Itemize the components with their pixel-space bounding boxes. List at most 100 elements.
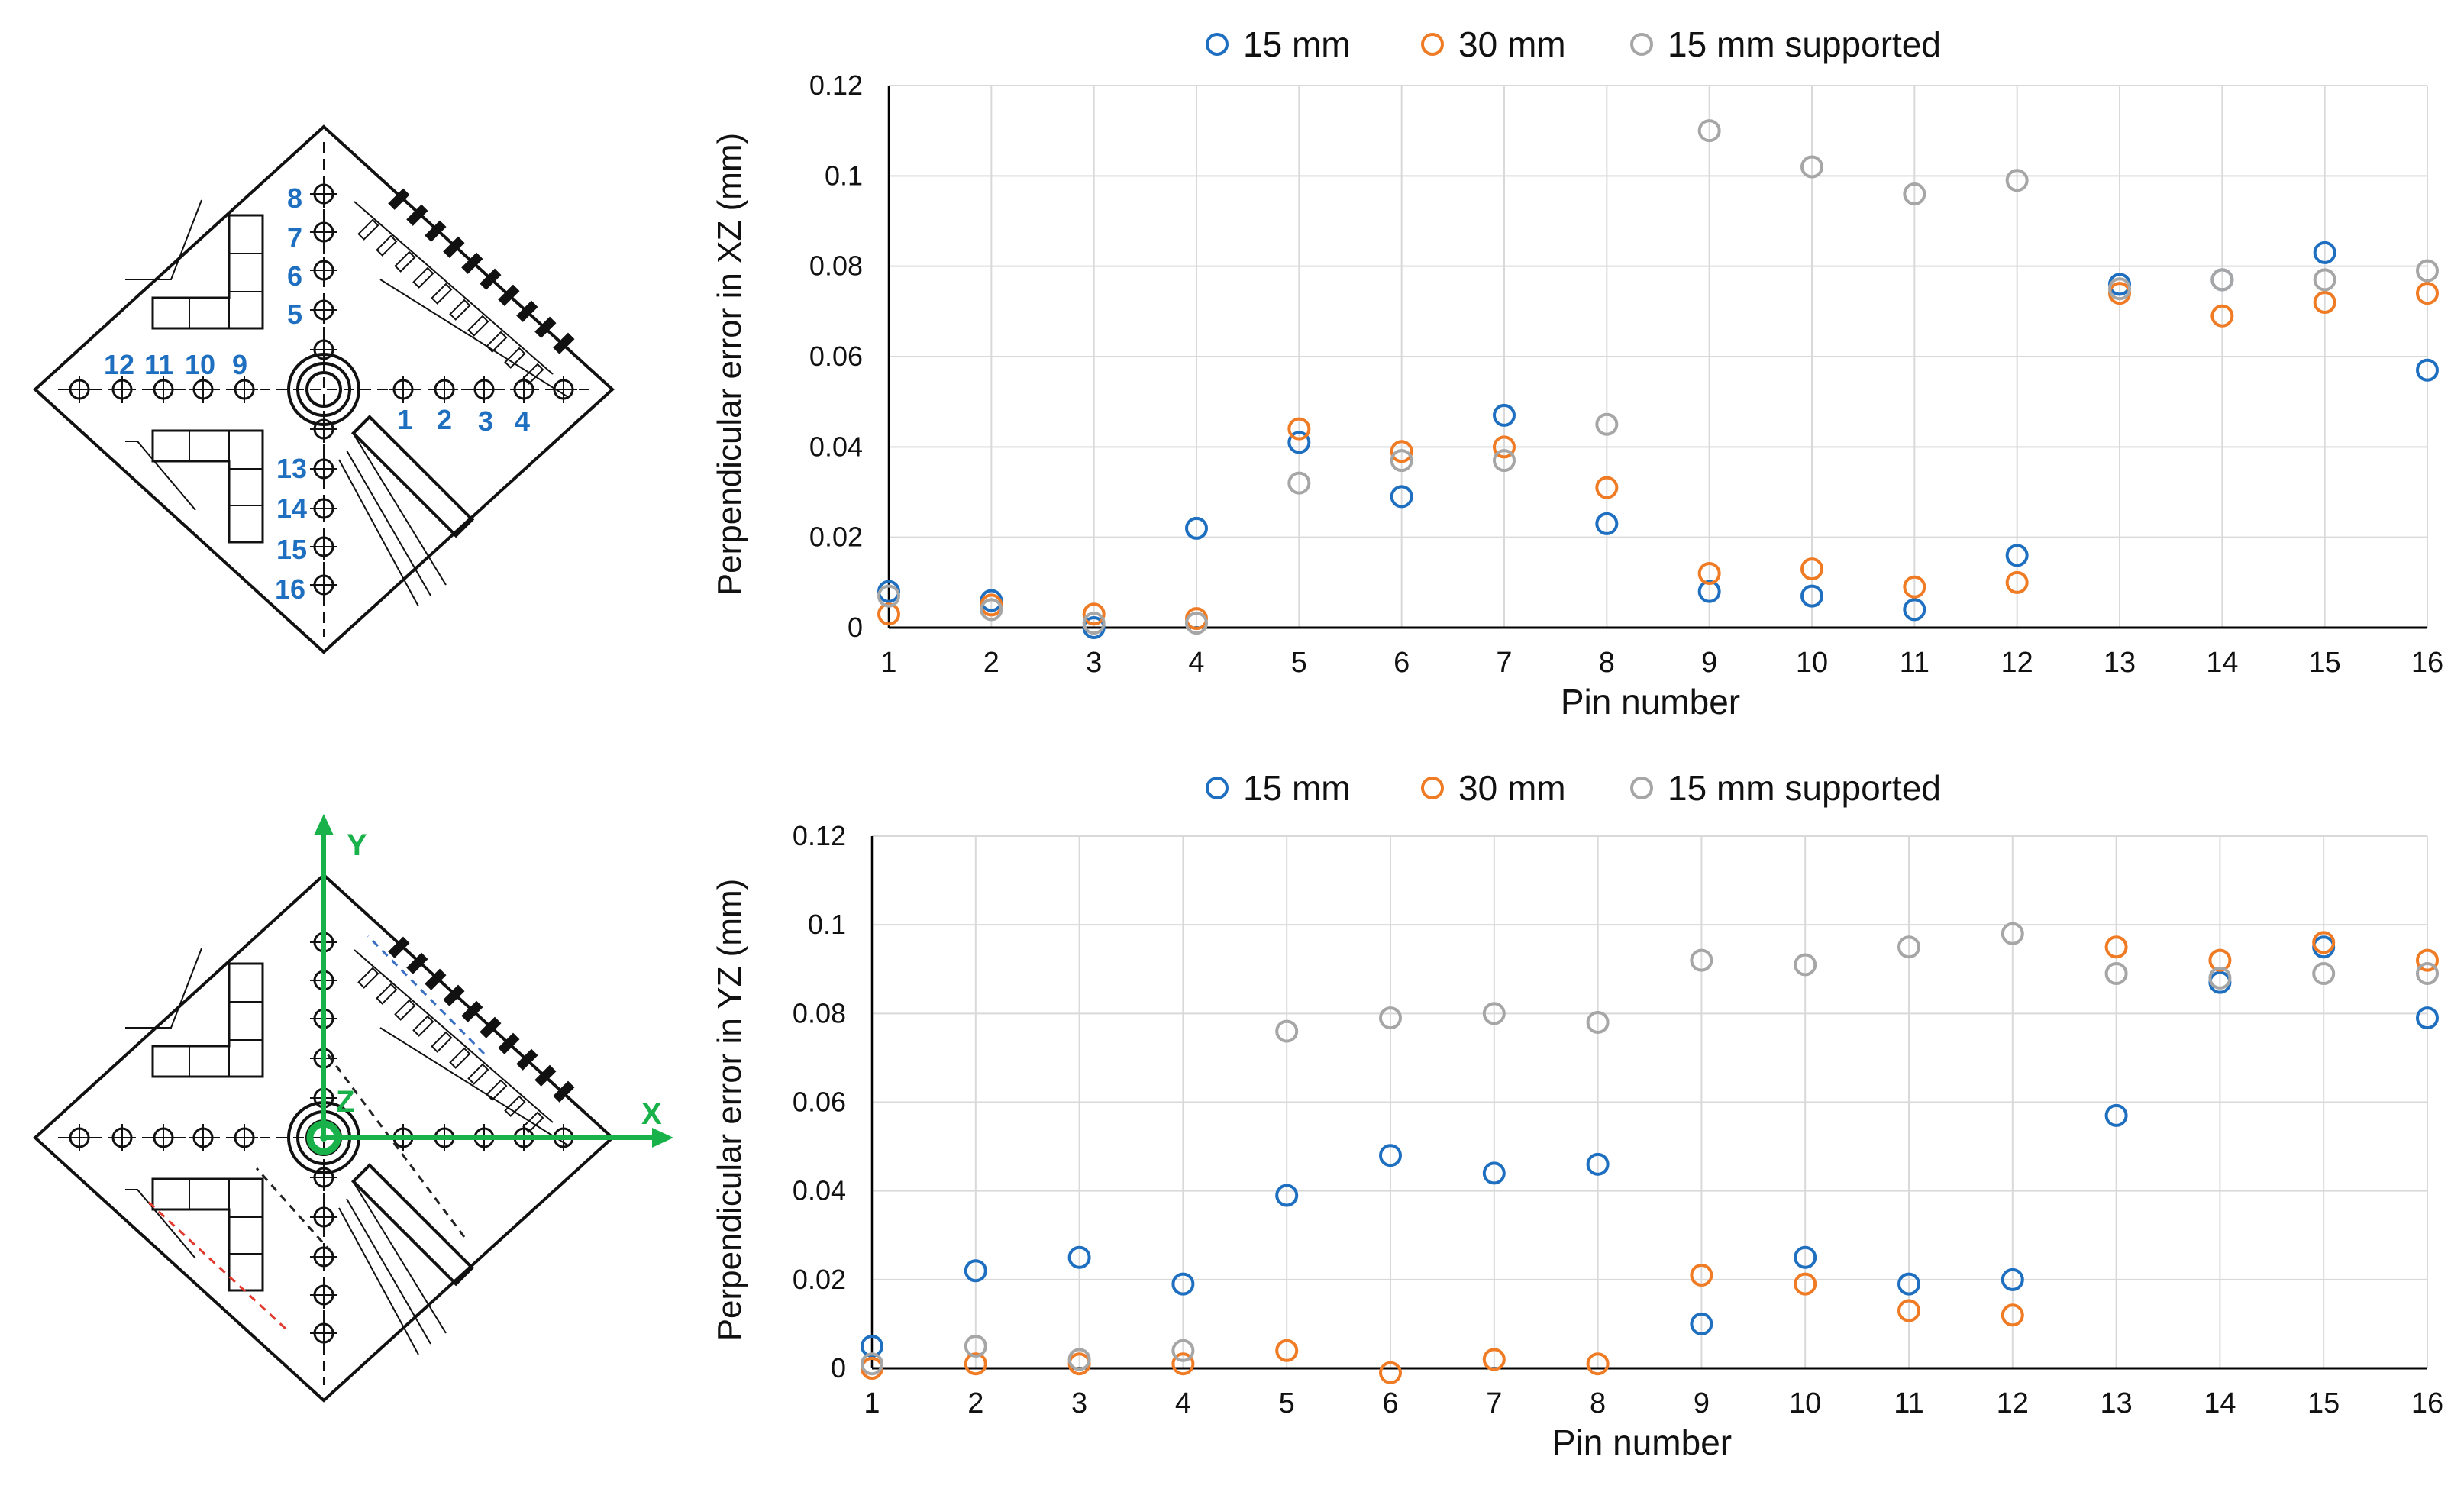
data-point (1897, 1299, 1920, 1322)
fixture-outline (33, 873, 615, 1403)
data-point (1390, 485, 1413, 509)
data-point (964, 1352, 987, 1376)
pin-marker (389, 376, 417, 403)
data-point (1275, 1184, 1299, 1207)
legend-marker (1630, 33, 1653, 56)
data-point (1067, 1348, 1091, 1371)
pin-marker (310, 455, 337, 483)
data-point (2210, 268, 2234, 292)
data-point (1690, 1264, 1713, 1287)
data-point (1185, 612, 1208, 635)
y-tick-label: 0.06 (793, 1087, 846, 1118)
data-point (1482, 1161, 1506, 1185)
data-point (2005, 169, 2029, 192)
data-point (2001, 922, 2024, 945)
x-tick-label: 7 (1496, 647, 1512, 679)
x-tick-label: 10 (1789, 1387, 1821, 1419)
y-tick-label: 0.02 (809, 522, 863, 553)
data-point (1185, 516, 1208, 540)
data-point (1287, 471, 1311, 495)
data-point (1697, 580, 1721, 603)
x-tick-label: 9 (1694, 1387, 1710, 1419)
x-tick-label: 13 (2100, 1387, 2132, 1419)
measurement-path-black (255, 1167, 333, 1253)
data-point (2416, 1006, 2439, 1030)
x-tick-label: 8 (1590, 1387, 1606, 1419)
data-point (2210, 304, 2234, 328)
legend-item: 15 mm (1206, 768, 1351, 808)
data-point (2005, 544, 2029, 567)
data-point (1171, 1339, 1195, 1362)
x-tick-label: 13 (2104, 647, 2136, 679)
x-tick-label: 16 (2411, 1387, 2443, 1419)
data-point (1903, 598, 1926, 622)
axis-label-x: X (641, 1097, 662, 1131)
long-bar-feature (350, 415, 475, 538)
pin-label-13: 13 (276, 453, 307, 484)
data-point (2312, 962, 2336, 986)
data-point (1275, 1019, 1299, 1043)
y-tick-label: 0.12 (793, 820, 846, 851)
y-tick-label: 0.12 (809, 69, 863, 101)
legend-item: 30 mm (1421, 24, 1566, 64)
x-tick-label: 4 (1188, 647, 1204, 679)
x-arrowhead (652, 1128, 673, 1148)
legend-marker (1421, 777, 1444, 799)
data-point (1690, 948, 1713, 972)
leader-line (346, 450, 431, 596)
pin-marker (310, 257, 337, 284)
pin-marker (66, 1124, 93, 1151)
data-point (877, 584, 900, 608)
x-tick-label: 11 (1900, 647, 1930, 679)
data-point (1067, 1245, 1091, 1269)
data-point (1082, 602, 1106, 626)
y-tick-label: 0.08 (793, 997, 846, 1029)
pin-label-10: 10 (185, 349, 215, 380)
legend-label: 15 mm supported (1668, 768, 1941, 808)
x-tick-label: 14 (2204, 1387, 2236, 1419)
leader-line (125, 199, 202, 280)
data-point (2108, 277, 2131, 301)
pin-marker (108, 376, 136, 403)
data-point (1379, 1144, 1402, 1167)
pin-marker (310, 296, 337, 324)
measurement-path-black (322, 1048, 466, 1238)
data-point (1903, 182, 1926, 205)
legend-label: 30 mm (1458, 768, 1566, 808)
pin-marker (150, 1124, 177, 1151)
leader-line (125, 948, 202, 1029)
data-point (1586, 1352, 1610, 1376)
data-point (2001, 1268, 2024, 1291)
x-tick-label: 1 (880, 647, 896, 679)
fixture-diagram-bottom: Y X Z (33, 814, 673, 1403)
slot-comb-feature (354, 936, 575, 1146)
pin-marker (310, 336, 337, 363)
data-point (2416, 948, 2439, 972)
legend-item: 30 mm (1421, 768, 1566, 808)
x-tick-label: 5 (1291, 647, 1307, 679)
legend-item: 15 mm supported (1630, 24, 1941, 64)
leader-line (354, 1183, 447, 1334)
data-point (1482, 1348, 1506, 1371)
data-point (2312, 931, 2336, 954)
pin-marker (108, 1124, 136, 1151)
data-point (1794, 953, 1817, 977)
coordinate-axes: Y X Z (306, 814, 673, 1155)
pin-marker (310, 1164, 337, 1191)
x-axis-title: Pin number (1561, 682, 1740, 722)
z-axis-marker (306, 1120, 341, 1155)
pin-marker (310, 1203, 337, 1231)
data-point (2313, 268, 2336, 292)
x-tick-label: 6 (1382, 1387, 1398, 1419)
pin-marker (310, 571, 337, 599)
y-tick-label: 0.1 (808, 909, 846, 940)
pin-label-5: 5 (287, 299, 302, 330)
pin-label-14: 14 (276, 492, 307, 524)
pin-label-11: 11 (144, 349, 173, 380)
leader-line (125, 441, 196, 511)
data-point (1171, 1352, 1195, 1376)
data-point (2416, 962, 2439, 986)
data-point (1903, 575, 1926, 599)
data-point (1794, 1272, 1817, 1296)
data-point (1379, 1006, 1402, 1030)
